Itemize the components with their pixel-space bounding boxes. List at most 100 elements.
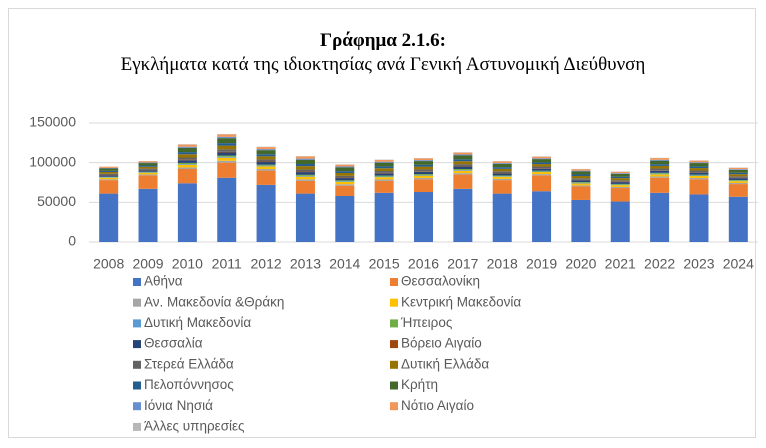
bar-segment (217, 145, 237, 150)
bar-segment (374, 170, 394, 173)
bar-segment (138, 165, 158, 167)
bar-segment (532, 158, 552, 160)
bar-segment (99, 166, 119, 168)
legend-marker (390, 319, 398, 328)
bar-segment (689, 175, 709, 179)
bar-segment (177, 144, 197, 147)
bar-segment (414, 169, 433, 172)
legend-label: Κεντρική Μακεδονία (401, 294, 521, 309)
bar-segment (689, 162, 709, 164)
bar-segment (414, 177, 433, 180)
bar-segment (571, 171, 591, 175)
chart-title: Γράφημα 2.1.6: (320, 30, 446, 51)
bar-segment (414, 174, 433, 175)
bar-segment (256, 166, 276, 170)
bar-segment (532, 191, 552, 242)
bar-segment (99, 172, 119, 174)
bar-segment (335, 178, 355, 181)
bar-segment (374, 166, 394, 169)
bar-segment (295, 175, 315, 177)
bar-segment (177, 164, 197, 165)
x-tick-label: 2017 (447, 256, 478, 272)
bar-segment (99, 179, 119, 181)
bar-segment (177, 146, 197, 148)
legend-label: Θεσσαλονίκη (401, 274, 480, 289)
bar-segment (492, 171, 512, 173)
legend-marker (133, 278, 141, 286)
bar-segment (492, 176, 512, 179)
bar-segment (256, 169, 276, 171)
legend-marker (133, 360, 141, 369)
bar-segment (374, 179, 394, 181)
x-tick-label: 2016 (408, 256, 439, 272)
bar-segment (256, 165, 276, 167)
bar-segment (295, 169, 315, 172)
bar-segment (217, 136, 237, 139)
x-tick-label: 2012 (251, 256, 282, 272)
bar-segment (728, 182, 748, 185)
bar-segment (453, 164, 473, 167)
bar-segment (453, 155, 473, 160)
bar-segment (492, 163, 512, 168)
bar-segment (335, 166, 355, 168)
bar-segment (414, 160, 433, 162)
bar-segment (335, 175, 355, 178)
bar-segment (217, 156, 237, 158)
bar-segment (610, 183, 630, 185)
bar-segment (453, 152, 473, 155)
x-tick-label: 2020 (565, 256, 596, 272)
bar-segment (492, 173, 512, 176)
bar-segment (295, 159, 315, 165)
legend-label: Νότιο Αιγαίο (401, 398, 474, 413)
bar-segment (256, 159, 276, 162)
bar-segment (728, 174, 748, 177)
bar-segment (492, 161, 512, 164)
bar-segment (650, 172, 670, 174)
bar-segment (295, 156, 315, 159)
bar-segment (689, 175, 709, 176)
bar-segment (256, 149, 276, 151)
legend-marker (390, 360, 398, 369)
bar-segment (177, 167, 197, 170)
bar-segment (295, 193, 315, 242)
bar-segment (689, 172, 709, 175)
bar-segment (492, 176, 512, 177)
legend-marker (390, 381, 398, 390)
bar-segment (453, 174, 473, 189)
x-tick-label: 2011 (212, 256, 242, 272)
legend-marker (390, 402, 398, 411)
bar-segment (532, 156, 552, 159)
bar-segment (217, 149, 237, 152)
bar-segment (295, 174, 315, 176)
bar-segment (689, 179, 709, 195)
bar-segment (571, 182, 591, 183)
bar-segment (650, 160, 670, 165)
bar-segment (99, 176, 119, 178)
bar-segment (217, 151, 237, 153)
bar-segment (728, 178, 748, 180)
bar-segment (610, 188, 630, 202)
bar-segment (650, 158, 670, 160)
bar-segment (374, 168, 394, 171)
bar-segment (453, 161, 473, 165)
legend-marker (133, 402, 141, 411)
bar-segment (532, 164, 552, 167)
bar-segment (177, 162, 197, 165)
bar-segment (650, 168, 670, 171)
bar-segment (532, 170, 552, 172)
bar-segment (532, 166, 552, 169)
bar-segment (295, 171, 315, 173)
bar-segment (295, 158, 315, 160)
legend-label: Δυτική Μακεδονία (144, 315, 251, 330)
bar-segment (532, 168, 552, 171)
bar-segment (610, 185, 630, 187)
bar-segment (177, 147, 197, 153)
bar-segment (414, 166, 433, 170)
bar-segment (177, 169, 197, 184)
x-tick-label: 2014 (329, 256, 360, 272)
bar-segment (414, 171, 433, 175)
bar-segment (610, 182, 630, 184)
bar-segment (217, 177, 237, 242)
